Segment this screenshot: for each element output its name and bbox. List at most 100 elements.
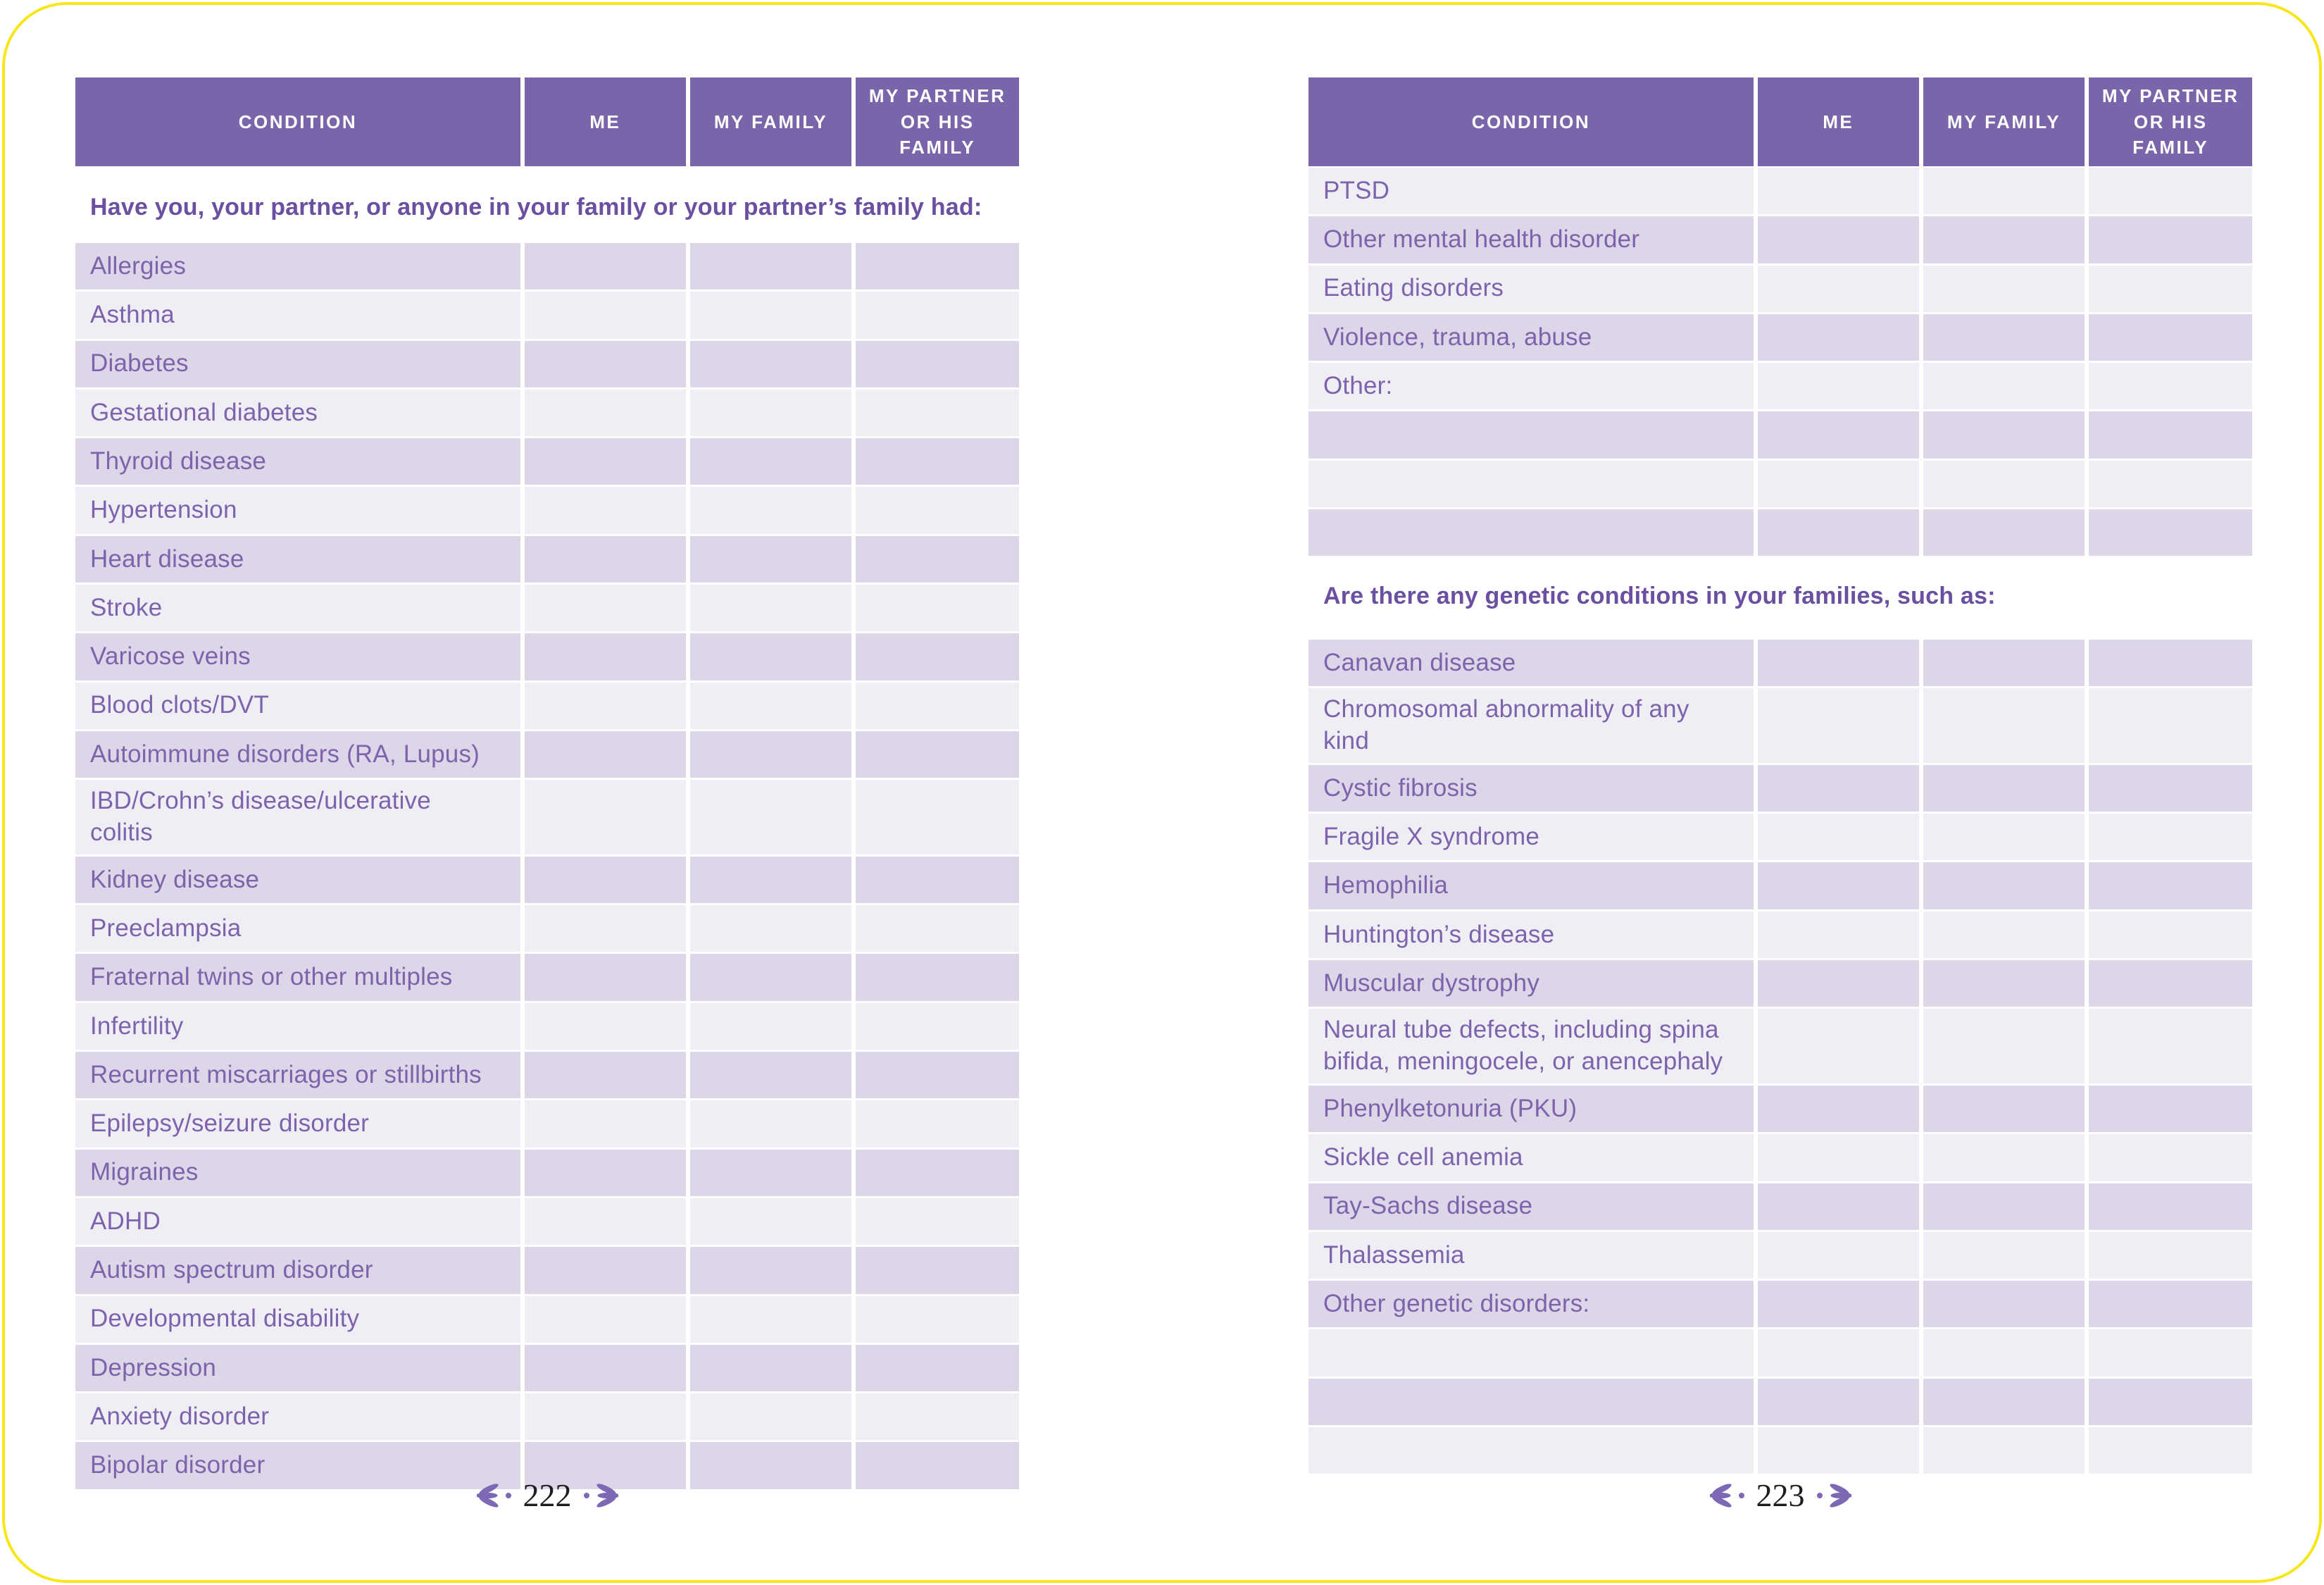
fleur-ornament-icon xyxy=(583,1484,618,1508)
partner-family-cell xyxy=(856,780,1019,854)
condition-cell: Bipolar disorder xyxy=(75,1442,520,1489)
table-row: Epilepsy/seizure disorder xyxy=(75,1100,1019,1148)
column-header-partner-family: MY PARTNER OR HIS FAMILY xyxy=(2089,77,2252,166)
condition-cell: Allergies xyxy=(75,243,520,290)
me-cell xyxy=(524,1247,686,1294)
my-family-cell xyxy=(1923,168,2085,215)
condition-cell: Eating disorders xyxy=(1308,265,1754,312)
me-cell xyxy=(1757,688,1919,763)
my-family-cell xyxy=(1923,411,2085,459)
my-family-cell xyxy=(1923,509,2085,557)
condition-cell: Fragile X syndrome xyxy=(1308,814,1754,861)
table-row: Gestational diabetes xyxy=(75,389,1019,437)
condition-label: Other: xyxy=(1323,371,1393,399)
condition-label: Violence, trauma, abuse xyxy=(1323,323,1592,351)
me-cell xyxy=(524,1149,686,1196)
my-family-cell xyxy=(1923,764,2085,812)
partner-family-cell xyxy=(856,585,1019,632)
table-row: Autoimmune disorders (RA, Lupus) xyxy=(75,731,1019,778)
me-cell xyxy=(524,340,686,387)
condition-label: Diabetes xyxy=(90,349,189,378)
table-row xyxy=(1308,509,2252,557)
condition-cell: Hypertension xyxy=(75,487,520,534)
condition-label: IBD/Crohn’s disease/ulcerative colitis xyxy=(90,787,431,847)
condition-label: Infertility xyxy=(90,1012,184,1040)
right-page-number: 223 xyxy=(1308,1479,2252,1512)
condition-cell: Stroke xyxy=(75,585,520,632)
condition-cell: Canavan disease xyxy=(1308,640,1754,687)
my-family-cell xyxy=(1923,640,2085,687)
me-cell xyxy=(524,633,686,680)
condition-label: Blood clots/DVT xyxy=(90,691,269,719)
column-header-condition: CONDITION xyxy=(75,77,520,166)
partner-family-cell xyxy=(856,1247,1019,1294)
me-cell xyxy=(524,1002,686,1050)
me-cell xyxy=(1757,814,1919,861)
partner-family-cell xyxy=(856,487,1019,534)
condition-label: Other mental health disorder xyxy=(1323,225,1640,254)
my-family-cell xyxy=(689,438,852,485)
condition-cell: Phenylketonuria (PKU) xyxy=(1308,1085,1754,1133)
my-family-cell xyxy=(689,905,852,952)
condition-label: Bipolar disorder xyxy=(90,1451,265,1479)
condition-label: Thalassemia xyxy=(1323,1241,1465,1269)
table-row: Neural tube defects, including spina bif… xyxy=(1308,1009,2252,1083)
my-family-cell xyxy=(1923,313,2085,361)
condition-label: Cystic fibrosis xyxy=(1323,773,1478,802)
condition-cell: Violence, trauma, abuse xyxy=(1308,313,1754,361)
table-row: PTSD xyxy=(1308,168,2252,215)
my-family-cell xyxy=(1923,1281,2085,1328)
table-row: Preeclampsia xyxy=(75,905,1019,952)
table-row: Blood clots/DVT xyxy=(75,682,1019,729)
table-row: Depression xyxy=(75,1344,1019,1392)
partner-family-cell xyxy=(856,1100,1019,1148)
partner-family-cell xyxy=(856,1393,1019,1441)
condition-label: Canavan disease xyxy=(1323,648,1516,676)
table-row: Other: xyxy=(1308,363,2252,410)
my-family-cell xyxy=(689,1052,852,1099)
partner-family-cell xyxy=(856,1295,1019,1343)
table-row: Asthma xyxy=(75,292,1019,339)
condition-label: Fragile X syndrome xyxy=(1323,822,1540,850)
condition-cell: Kidney disease xyxy=(75,856,520,904)
left-page: CONDITION ME MY FAMILY MY PARTNER OR HIS… xyxy=(75,0,1019,1585)
me-cell xyxy=(1757,313,1919,361)
me-cell xyxy=(1757,640,1919,687)
condition-label: Varicose veins xyxy=(90,642,251,671)
my-family-cell xyxy=(689,1002,852,1050)
condition-label: Other genetic disorders: xyxy=(1323,1289,1590,1317)
condition-label: Autism spectrum disorder xyxy=(90,1255,373,1283)
condition-cell: Migraines xyxy=(75,1149,520,1196)
table-row: Chromosomal abnormality of any kind xyxy=(1308,688,2252,763)
condition-cell: Thyroid disease xyxy=(75,438,520,485)
partner-family-cell xyxy=(2089,862,2252,909)
me-cell xyxy=(1757,1134,1919,1181)
condition-label: Anxiety disorder xyxy=(90,1402,270,1430)
my-family-cell xyxy=(1923,1134,2085,1181)
condition-label: Developmental disability xyxy=(90,1305,360,1333)
condition-label: ADHD xyxy=(90,1207,161,1235)
me-cell xyxy=(1757,862,1919,909)
me-cell xyxy=(524,1295,686,1343)
condition-label: Recurrent miscarriages or stillbirths xyxy=(90,1060,482,1088)
condition-cell: Sickle cell anemia xyxy=(1308,1134,1754,1181)
table-row: Kidney disease xyxy=(75,856,1019,904)
table-row: Autism spectrum disorder xyxy=(75,1247,1019,1294)
table-row: Fragile X syndrome xyxy=(1308,814,2252,861)
table-row: Infertility xyxy=(75,1002,1019,1050)
condition-cell: Autoimmune disorders (RA, Lupus) xyxy=(75,731,520,778)
my-family-cell xyxy=(689,585,852,632)
table-row xyxy=(1308,460,2252,508)
condition-cell: Hemophilia xyxy=(1308,862,1754,909)
column-header-partner-family: MY PARTNER OR HIS FAMILY xyxy=(856,77,1019,166)
table-row: Recurrent miscarriages or stillbirths xyxy=(75,1052,1019,1099)
condition-cell: Tay-Sachs disease xyxy=(1308,1183,1754,1230)
condition-label: Depression xyxy=(90,1353,217,1381)
my-family-cell xyxy=(1923,1231,2085,1279)
condition-label: Allergies xyxy=(90,251,187,280)
condition-label: Migraines xyxy=(90,1158,199,1186)
me-cell xyxy=(1757,1183,1919,1230)
table-row: Heart disease xyxy=(75,535,1019,583)
partner-family-cell xyxy=(2089,1281,2252,1328)
me-cell xyxy=(1757,265,1919,312)
